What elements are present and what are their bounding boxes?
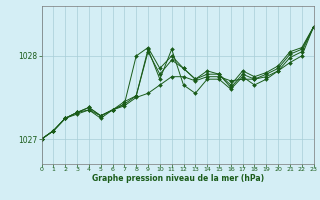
- X-axis label: Graphe pression niveau de la mer (hPa): Graphe pression niveau de la mer (hPa): [92, 174, 264, 183]
